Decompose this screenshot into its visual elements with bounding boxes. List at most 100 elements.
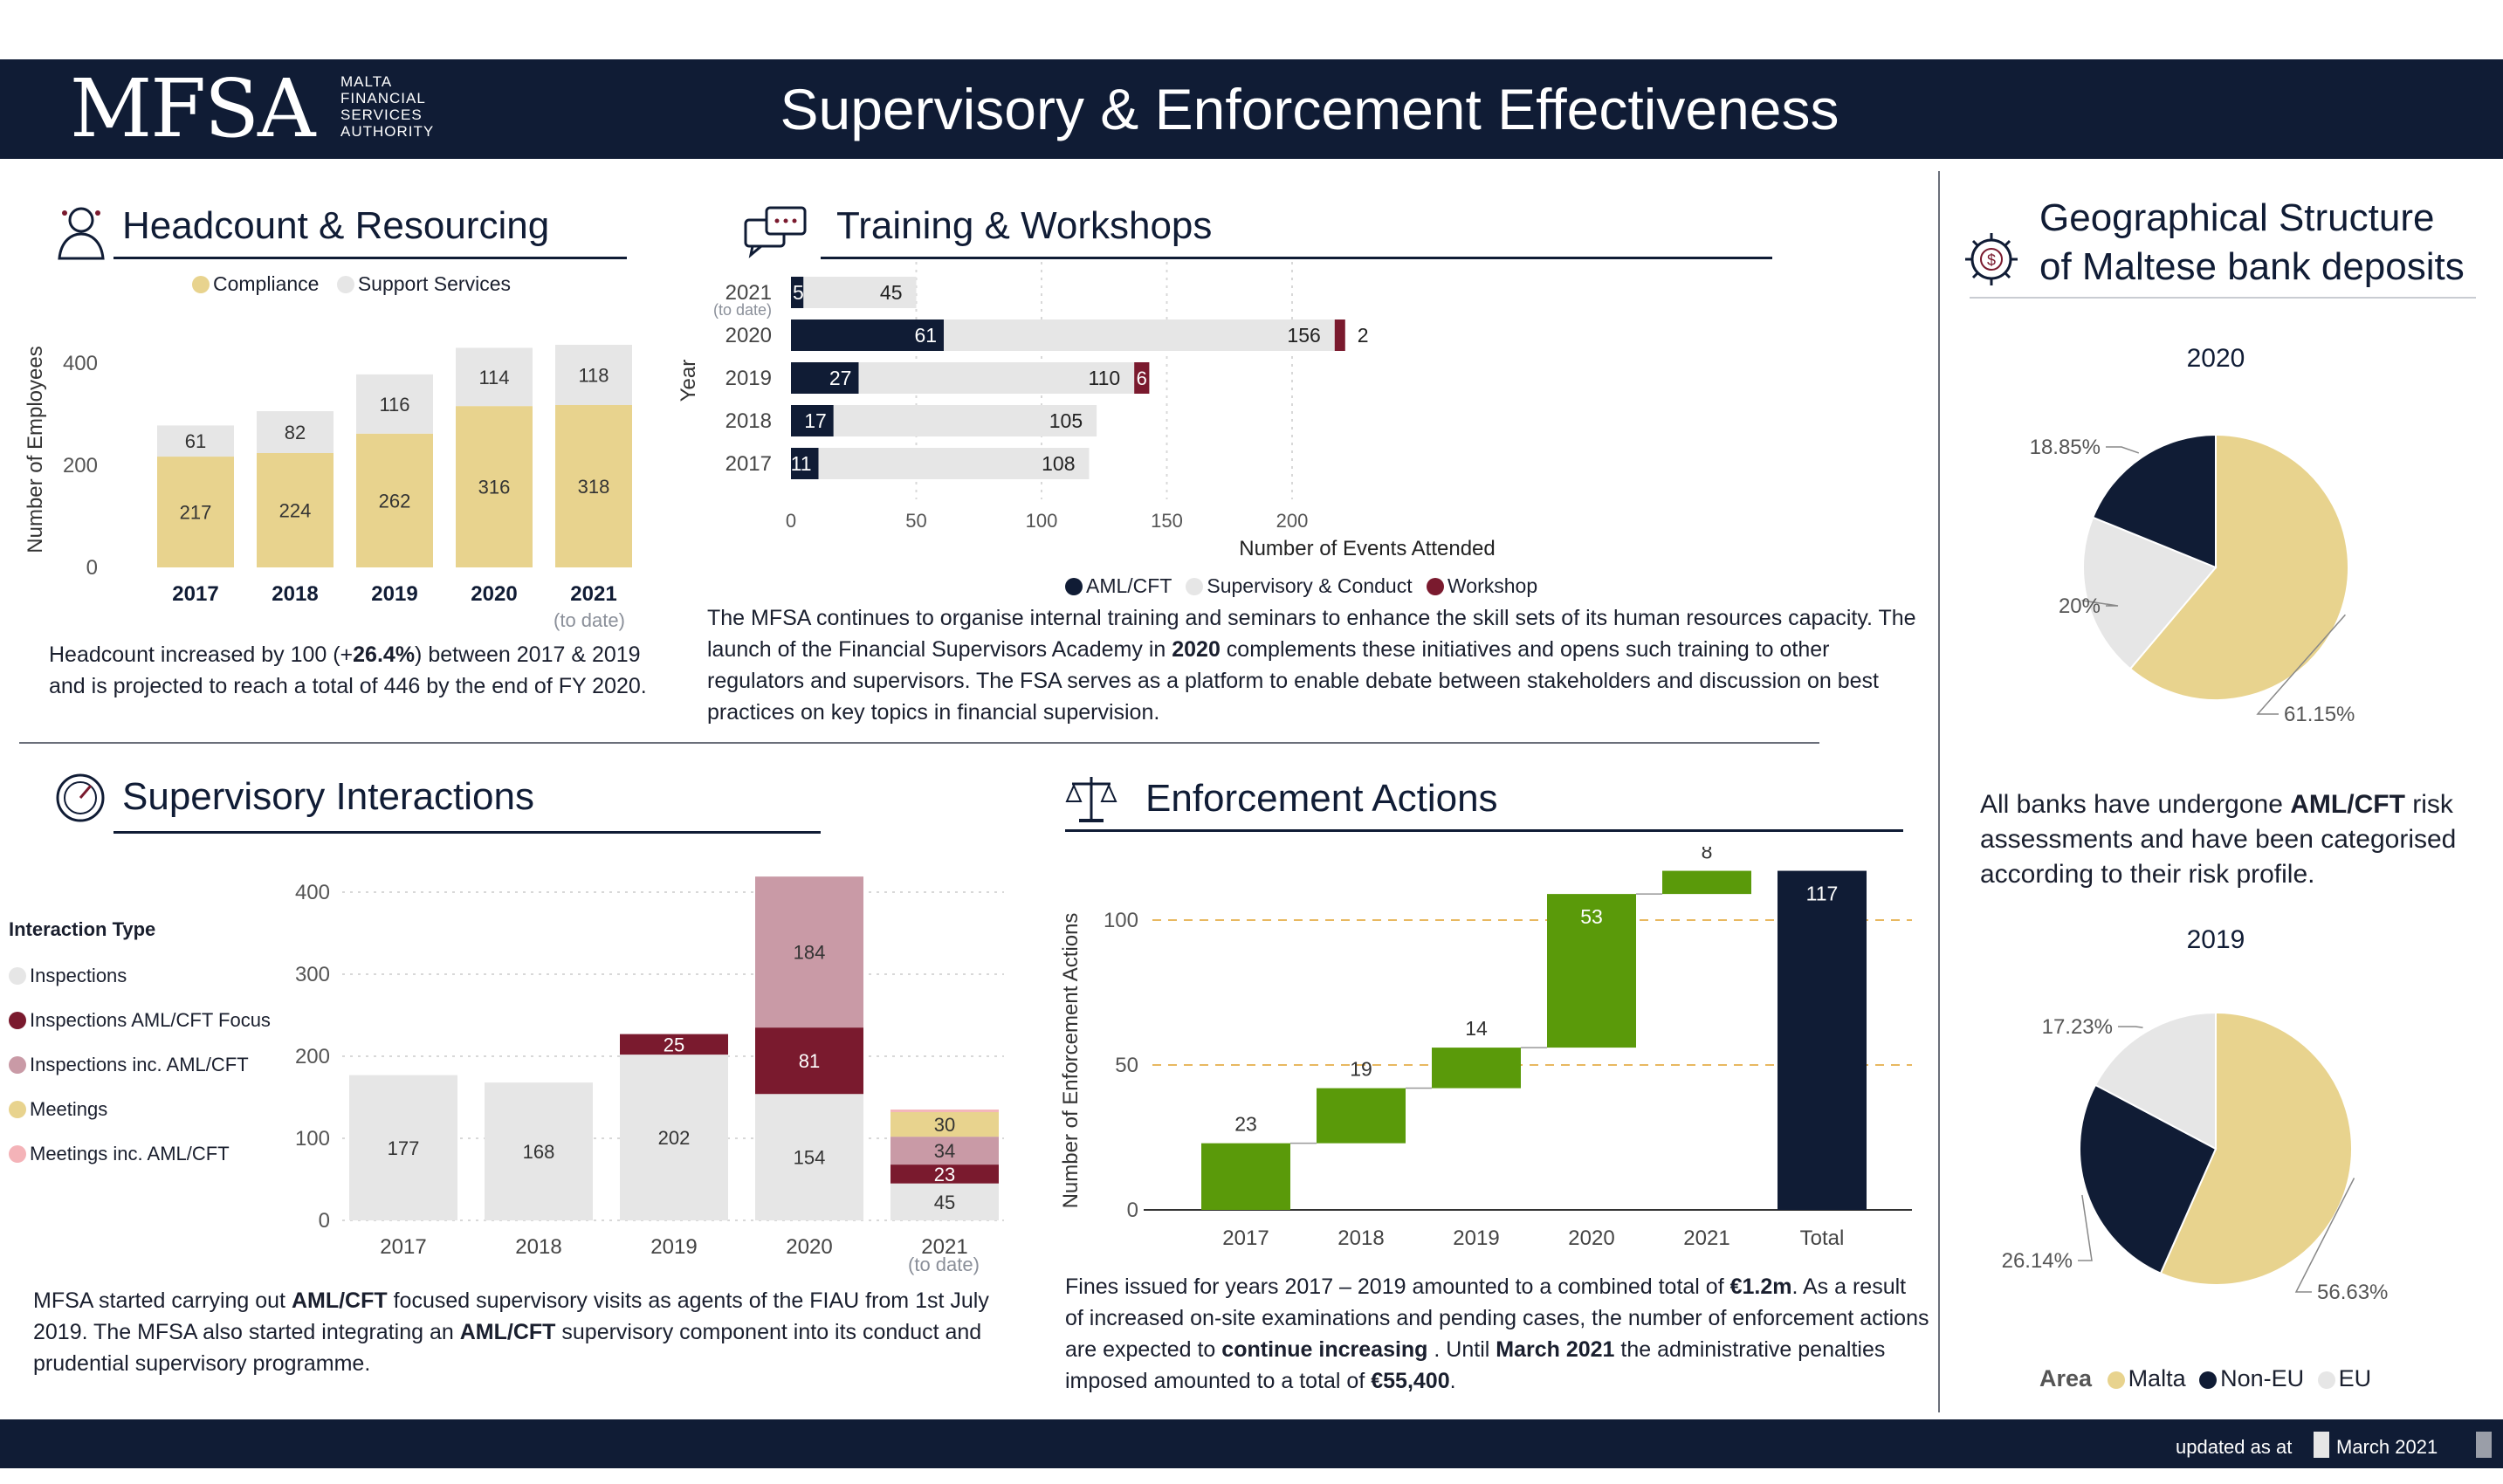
data-label: 25 (664, 1034, 684, 1055)
data-label: 118 (578, 364, 609, 386)
data-label: 61 (185, 430, 206, 452)
legend-item: Meetings (9, 1087, 271, 1131)
headcount-legend: Compliance Support Services (192, 272, 511, 296)
text-run-bold: March 2021 (1496, 1337, 1615, 1362)
text-run-bold: AML/CFT (291, 1288, 388, 1313)
leader-line (2078, 1194, 2093, 1261)
y-tick-label: 100 (1104, 909, 1138, 932)
slice-label: 18.85% (2030, 436, 2101, 459)
date-slider-end[interactable] (2476, 1432, 2492, 1458)
legend-label: Supervisory & Conduct (1207, 574, 1413, 597)
y-tick-label: 100 (295, 1127, 330, 1151)
headcount-text: Headcount increased by 100 (+26.4%) betw… (49, 639, 660, 702)
legend-title: Area (2039, 1365, 2093, 1391)
slice-label: 56.63% (2317, 1281, 2388, 1304)
legend-label: Meetings inc. AML/CFT (30, 1143, 230, 1165)
logo-sub-line: SERVICES (340, 106, 423, 123)
text-run: . As a result of increased on-site exami… (1065, 1274, 1929, 1362)
bar (1547, 894, 1636, 1048)
bar (555, 404, 632, 567)
logo-sub-line: FINANCIAL (340, 90, 426, 106)
data-label: 45 (934, 1192, 955, 1213)
section-rule (821, 257, 1772, 259)
slice-label: 17.23% (2042, 1015, 2113, 1039)
enforcement-text: Fines issued for years 2017 – 2019 amoun… (1065, 1271, 1929, 1397)
x-tick-label: 2021 (570, 582, 616, 606)
scales-icon (1065, 772, 1117, 826)
y-tick-label: 0 (1127, 1199, 1138, 1222)
text-run-bold: 26.4% (353, 642, 416, 667)
pie-slice (2159, 1011, 2353, 1286)
pie-title: 2020 (2187, 344, 2245, 373)
bar (755, 1027, 863, 1095)
bar (803, 277, 917, 308)
text-run: focused supervisory visits as agents of … (33, 1288, 989, 1344)
data-label: 5 (793, 281, 804, 304)
date-slider-handle[interactable] (2314, 1432, 2329, 1458)
text-run: the administrative penalties imposed amo… (1065, 1337, 1886, 1393)
text-run-bold: 2020 (1172, 637, 1221, 662)
interactions-chart: 0 100 200 300 400 177 2017 168 2018 202 25 2019 154 8… (295, 876, 1004, 1259)
pie-slice (2128, 433, 2349, 701)
text-run: risk assessments and have been categoris… (1980, 790, 2457, 889)
data-label: 316 (478, 477, 511, 498)
bar (356, 433, 433, 567)
text-run: MFSA started carrying out (33, 1288, 292, 1313)
y-tick-label: 2020 (725, 324, 772, 347)
data-label: 224 (279, 499, 312, 521)
legend-label: Workshop (1447, 574, 1538, 597)
section-rule (1065, 829, 1903, 832)
legend-swatch (9, 967, 26, 985)
bar (791, 277, 804, 308)
x-tick-label: 2019 (1453, 1226, 1499, 1250)
text-run-bold: AML/CFT (459, 1320, 556, 1344)
svg-text:$: $ (1987, 251, 1996, 269)
data-label: 202 (658, 1127, 691, 1149)
data-label: 27 (829, 367, 852, 389)
y-tick-label: 2017 (725, 452, 772, 476)
text-run: Headcount increased by 100 (+ (49, 642, 354, 667)
y-tick-label: 400 (295, 881, 330, 904)
data-label: 53 (1580, 905, 1603, 928)
geo-title-line: Geographical Structure (2039, 196, 2435, 239)
logo-subtitle: MALTA FINANCIAL SERVICES AUTHORITY (340, 73, 434, 140)
x-tick-label: 50 (905, 510, 926, 532)
bar (755, 1094, 863, 1220)
legend-swatch (9, 1145, 26, 1163)
training-legend: AML/CFT Supervisory & Conduct Workshop (1065, 574, 1537, 598)
data-label: 110 (1089, 367, 1121, 389)
data-label: 23 (1234, 1113, 1257, 1136)
bar (890, 1111, 999, 1137)
legend-title: Interaction Type (9, 918, 156, 940)
x-tick-label: 2020 (1568, 1226, 1614, 1250)
pie-slice (2091, 433, 2217, 569)
page-title: Supervisory & Enforcement Effectiveness (780, 77, 1839, 141)
y-tick-label: 200 (63, 454, 98, 477)
bar (791, 319, 945, 351)
data-label: 19 (1350, 1058, 1372, 1081)
data-label: 8 (1702, 847, 1713, 863)
text-run: All banks have undergone (1980, 790, 2291, 819)
legend-swatch (192, 276, 210, 293)
legend-item: Inspections AML/CFT Focus (9, 998, 271, 1042)
chat-icon (742, 204, 808, 258)
legend-swatch (2317, 1371, 2335, 1389)
bar (791, 405, 834, 436)
text-run: Fines issued for years 2017 – 2019 amoun… (1065, 1274, 1730, 1299)
legend-label: EU (2338, 1365, 2372, 1391)
pie-slice (2094, 1011, 2217, 1151)
bar (791, 448, 819, 479)
leader-line (2106, 446, 2140, 454)
vertical-divider (1938, 171, 1940, 1412)
legend-item: Inspections (9, 953, 271, 998)
bar (257, 452, 334, 567)
legend-label: Inspections (30, 965, 127, 986)
bar (157, 457, 234, 567)
x-tick-label: 100 (1026, 510, 1058, 532)
logo-sub-line: AUTHORITY (340, 123, 435, 140)
data-label: 82 (285, 422, 306, 443)
text-run: complements these initiatives and opens … (707, 637, 1879, 725)
x-tick-label: 150 (1151, 510, 1183, 532)
data-label: 34 (934, 1140, 955, 1162)
y-axis-label: Number of Enforcement Actions (1059, 913, 1083, 1209)
